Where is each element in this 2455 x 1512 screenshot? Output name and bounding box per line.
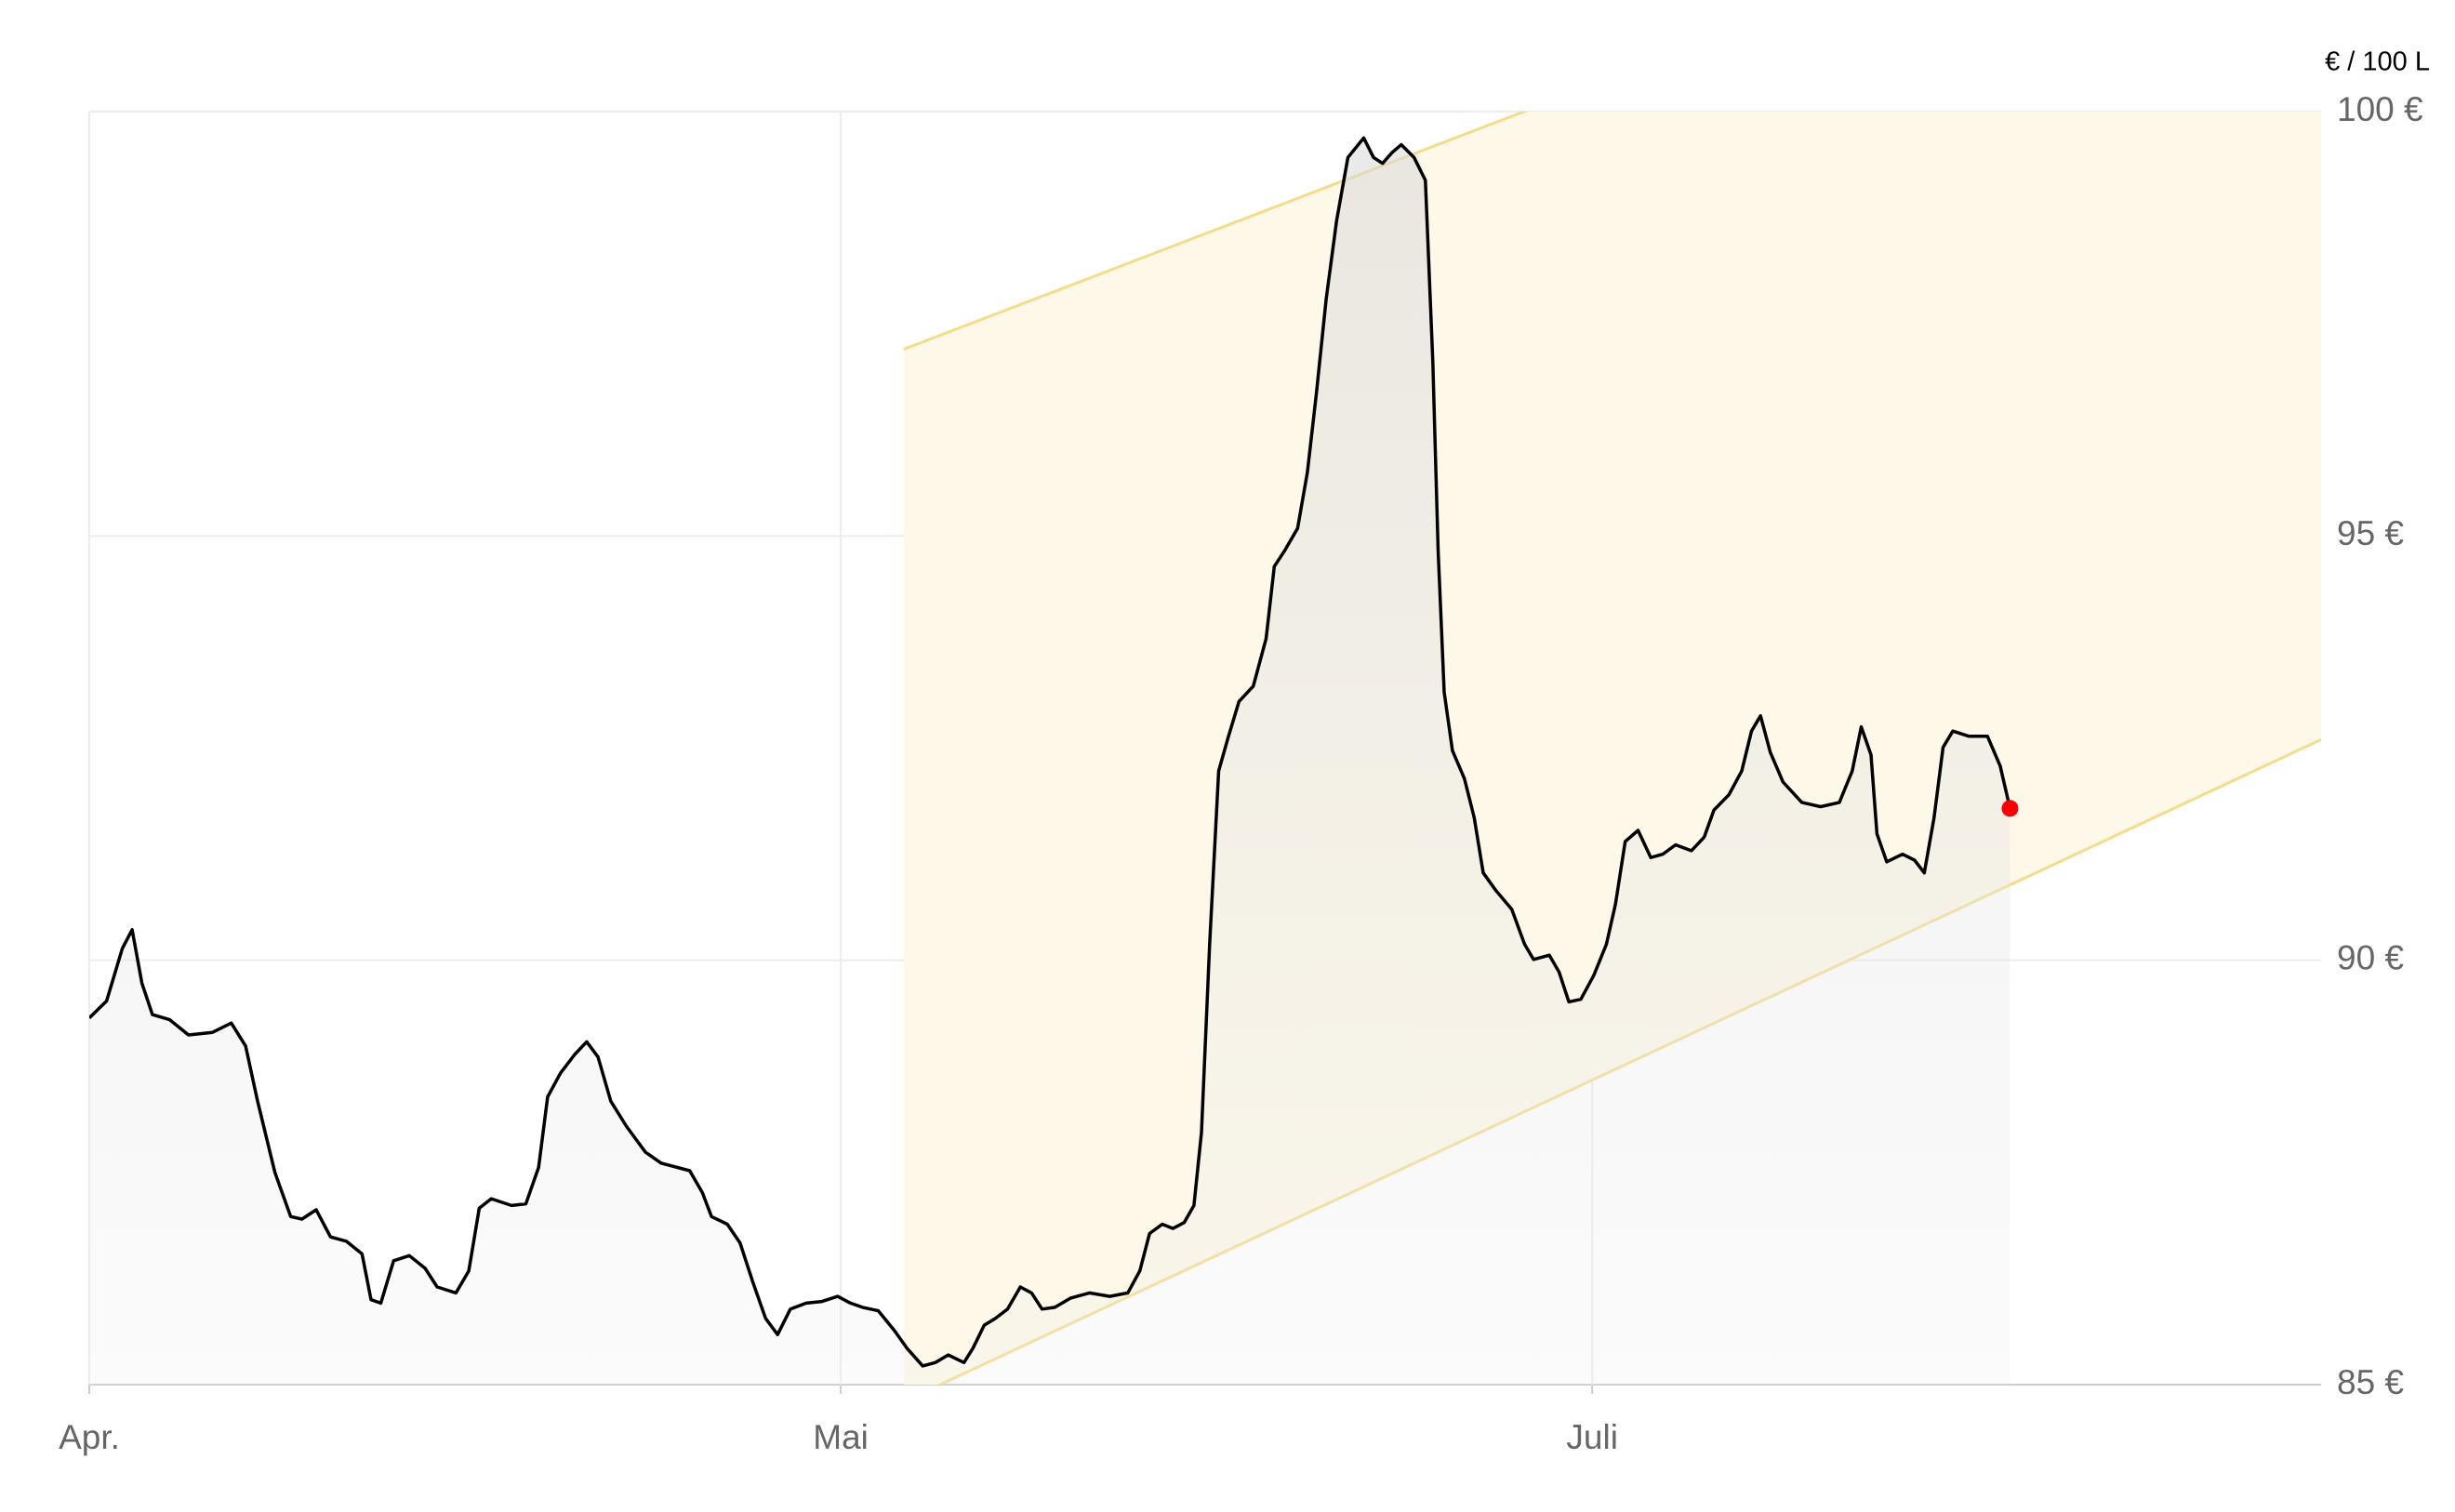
x-tick-label: Mai — [813, 1418, 869, 1456]
x-tick-label: Juli — [1566, 1418, 1618, 1456]
y-tick-label: 90 € — [2337, 938, 2404, 976]
y-tick-label: 100 € — [2337, 90, 2423, 128]
x-tick-label: Apr. — [59, 1418, 120, 1456]
y-tick-label: 85 € — [2337, 1363, 2404, 1401]
last-point — [2001, 800, 2019, 817]
unit-label: € / 100 L — [2325, 47, 2430, 77]
y-tick-label: 95 € — [2337, 514, 2404, 552]
area — [89, 138, 2010, 1385]
channel-upper — [903, 112, 1528, 351]
price-line — [89, 136, 2012, 1368]
